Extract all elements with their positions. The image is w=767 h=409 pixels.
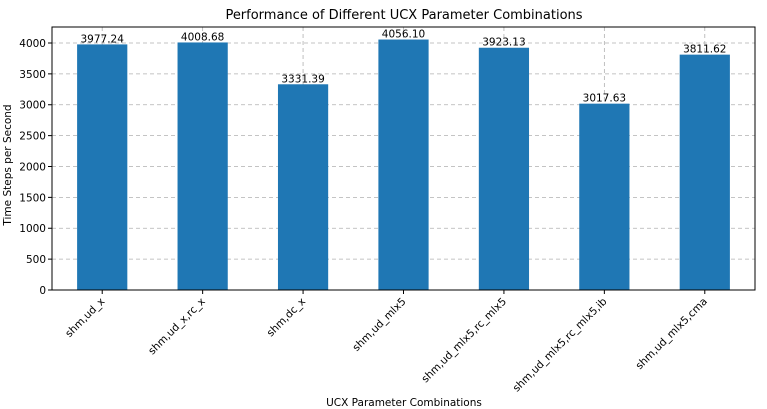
bar-value-label: 3977.24: [81, 33, 125, 45]
x-axis-label: UCX Parameter Combinations: [326, 397, 482, 409]
bar-value-label: 4008.68: [181, 31, 224, 43]
bar-value-label: 4056.10: [382, 29, 425, 41]
y-axis-ticks: 0 500 1000 1500 2000 2500 3000 3500 4000: [19, 38, 52, 297]
bars: [77, 39, 730, 291]
y-tick-label: 500: [26, 254, 46, 266]
x-tick-label: shm,ud_mlx5,rc_mlx5,ib: [511, 295, 610, 394]
y-tick-label: 3000: [19, 100, 46, 112]
bar: [277, 84, 329, 290]
y-axis-label: Time Steps per Second: [2, 104, 14, 226]
x-tick-label: shm,ud_mlx5: [350, 296, 408, 354]
x-tick-label: shm,ud_mlx5,cma: [633, 296, 709, 372]
y-tick-label: 4000: [19, 38, 46, 50]
y-tick-label: 1500: [19, 192, 46, 204]
chart-title: Performance of Different UCX Parameter C…: [225, 8, 582, 23]
bar-value-label: 3811.62: [683, 44, 726, 56]
bar-value-label: 3017.63: [583, 93, 626, 105]
bar: [478, 47, 530, 290]
bar: [77, 44, 128, 291]
bar: [679, 54, 730, 291]
bar: [177, 42, 228, 290]
x-tick-label: shm,dc_x: [265, 296, 309, 340]
bar-value-labels: 3977.24 4008.68 3331.39 4056.10 3923.13 3017.…: [81, 29, 727, 105]
bar-value-label: 3331.39: [281, 73, 324, 85]
x-axis-ticks: shm,ud_x shm,ud_x,rc_x shm,dc_x shm,ud_mlx5…: [63, 290, 710, 394]
bar: [378, 39, 429, 291]
x-tick-label: shm,ud_mlx5,rc_mlx5: [419, 296, 509, 386]
x-tick-label: shm,ud_x: [63, 296, 107, 340]
y-tick-label: 0: [39, 285, 46, 297]
y-tick-label: 3500: [19, 69, 46, 81]
bar-value-label: 3923.13: [482, 37, 525, 49]
y-tick-label: 2000: [19, 161, 46, 173]
bar: [579, 103, 630, 291]
y-tick-label: 1000: [19, 223, 46, 235]
x-tick-label: shm,ud_x,rc_x: [146, 296, 208, 358]
y-tick-label: 2500: [19, 131, 46, 143]
